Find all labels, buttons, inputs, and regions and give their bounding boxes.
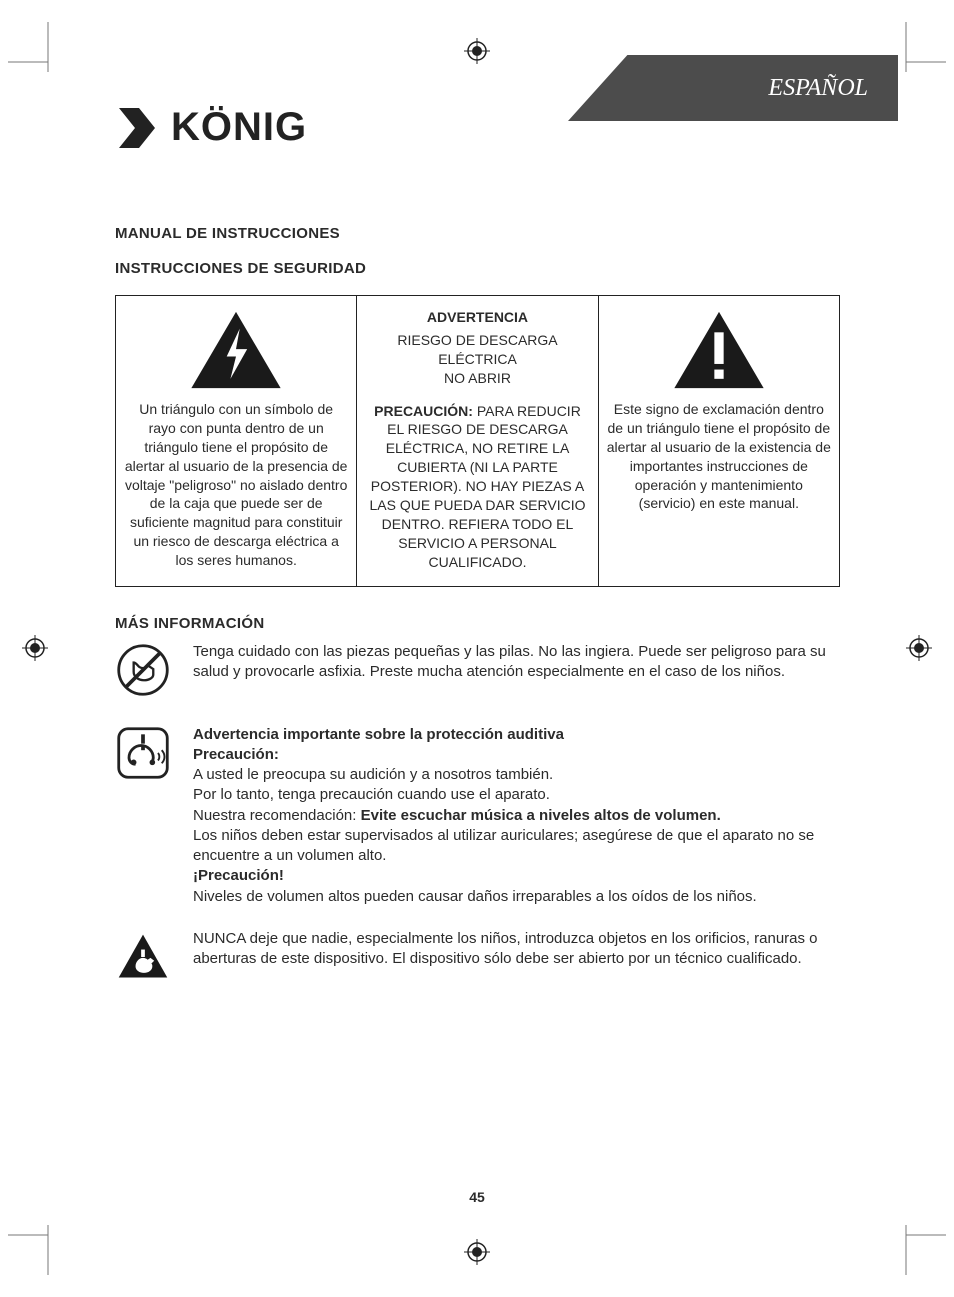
brand-name: KÖNIG: [171, 105, 307, 150]
heading-more-info: MÁS INFORMACIÓN: [115, 615, 840, 632]
language-banner: ESPAÑOL: [568, 55, 898, 121]
hearing-p3: Nuestra recomendación: Evite escuchar mú…: [193, 806, 840, 826]
hearing-p1: A usted le preocupa su audición y a noso…: [193, 765, 840, 785]
safety-col-shock: Un triángulo con un símbolo de rayo con …: [116, 296, 356, 586]
hearing-title: Advertencia importante sobre la protecci…: [193, 725, 840, 745]
info-row-openings: NUNCA deje que nadie, especialmente los …: [115, 929, 840, 990]
shock-description: Un triángulo con un símbolo de rayo con …: [124, 400, 348, 570]
info-row-hearing: Advertencia importante sobre la protecci…: [115, 725, 840, 907]
exclamation-triangle-icon: [671, 310, 767, 390]
hearing-subtitle: Precaución:: [193, 745, 840, 765]
small-parts-text: Tenga cuidado con las piezas pequeñas y …: [193, 642, 840, 683]
hearing-p2: Por lo tanto, tenga precaución cuando us…: [193, 785, 840, 805]
shock-triangle-icon: [188, 310, 284, 390]
hearing-text-block: Advertencia importante sobre la protecci…: [193, 725, 840, 907]
info-row-small-parts: Tenga cuidado con las piezas pequeñas y …: [115, 642, 840, 703]
caution-label: PRECAUCIÓN:: [374, 403, 473, 419]
hearing-warning-icon: [115, 725, 173, 786]
brand-logo: KÖNIG: [115, 105, 307, 150]
openings-text: NUNCA deje que nadie, especialmente los …: [193, 929, 840, 970]
safety-col-exclamation: Este signo de exclamación dentro de un t…: [598, 296, 839, 586]
hearing-p5: Niveles de volumen altos pueden causar d…: [193, 887, 840, 907]
exclamation-description: Este signo de exclamación dentro de un t…: [607, 400, 831, 513]
warning-line-2: NO ABRIR: [365, 369, 589, 388]
do-not-insert-icon: [115, 929, 173, 990]
caution-paragraph: PRECAUCIÓN: PARA REDUCIR EL RIESGO DE DE…: [365, 402, 589, 572]
page-number: 45: [0, 1189, 954, 1205]
hearing-warn: ¡Precaución!: [193, 866, 840, 886]
logo-mark-icon: [115, 106, 159, 150]
heading-manual: MANUAL DE INSTRUCCIONES: [115, 225, 840, 242]
caution-text: PARA REDUCIR EL RIESGO DE DESCARGA ELÉCT…: [369, 403, 585, 570]
heading-safety: INSTRUCCIONES DE SEGURIDAD: [115, 260, 840, 277]
warning-title: ADVERTENCIA: [365, 308, 589, 327]
safety-warning-table: Un triángulo con un símbolo de rayo con …: [115, 295, 840, 587]
warning-line-1: RIESGO DE DESCARGA ELÉCTRICA: [365, 331, 589, 369]
hearing-p4: Los niños deben estar supervisados al ut…: [193, 826, 840, 867]
safety-col-warning: ADVERTENCIA RIESGO DE DESCARGA ELÉCTRICA…: [356, 296, 597, 586]
no-ingest-icon: [115, 642, 173, 703]
